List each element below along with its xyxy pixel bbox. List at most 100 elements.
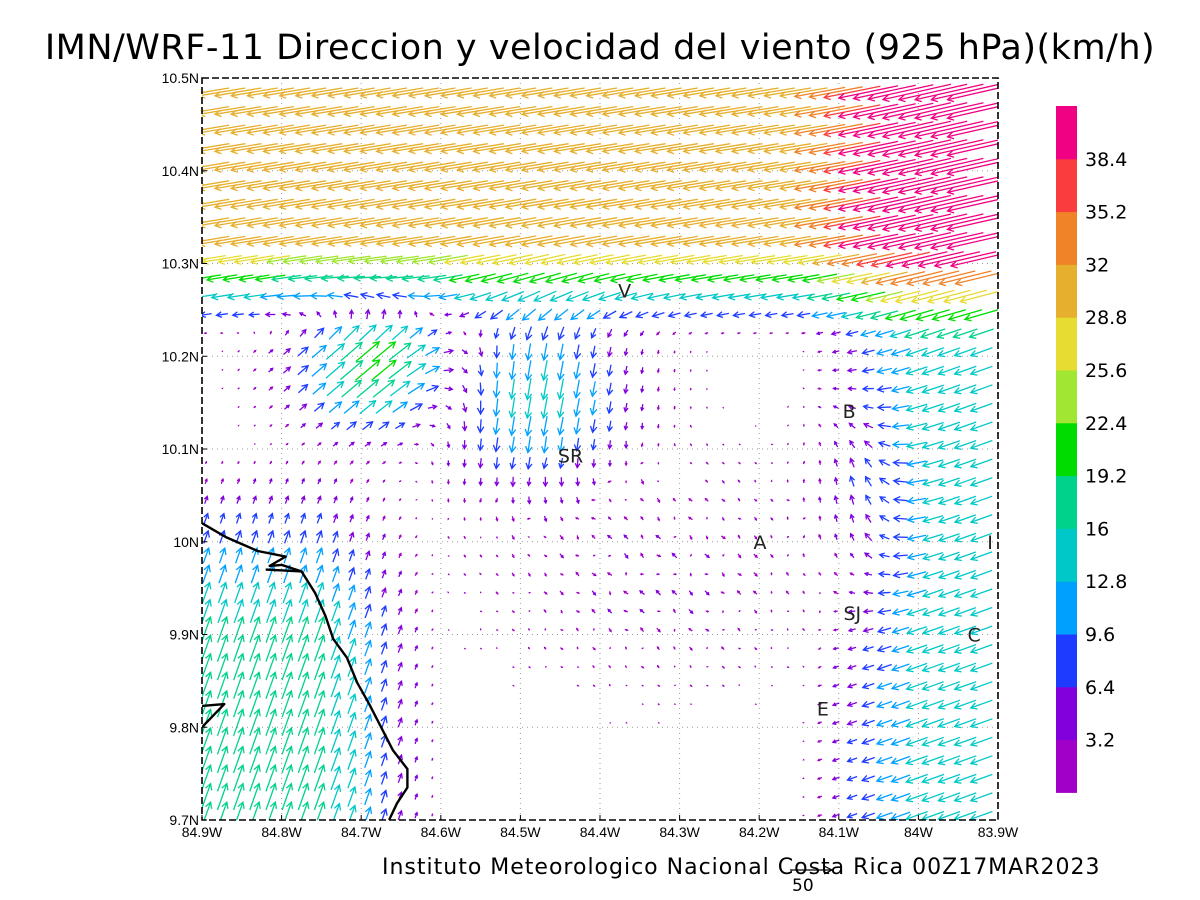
wind-arrowhead (380, 789, 388, 798)
wind-arrow (906, 625, 928, 634)
wind-arrowhead (553, 109, 562, 118)
wind-arrow (298, 599, 308, 623)
wind-arrowhead (831, 776, 837, 781)
wind-arrowhead (816, 702, 821, 706)
coastline-segment (300, 570, 409, 820)
wind-arrow (780, 105, 828, 116)
wind-arrowhead (890, 664, 900, 672)
wind-arrowhead (253, 652, 261, 661)
wind-arrowhead (342, 202, 352, 210)
wind-arrow (602, 235, 650, 246)
wind-arrowhead (657, 629, 661, 633)
wind-arrow (249, 616, 260, 643)
wind-arrowhead (891, 627, 900, 635)
wind-arrowhead (577, 276, 586, 284)
wind-arrowhead (507, 258, 516, 266)
place-label: SR (558, 445, 583, 467)
wind-arrowhead (318, 671, 326, 680)
wind-arrowhead (633, 239, 642, 248)
wind-arrowhead (834, 533, 838, 538)
wind-arrow (492, 253, 534, 264)
wind-arrow (938, 625, 960, 635)
wind-arrow (232, 690, 244, 718)
wind-arrowhead (282, 257, 291, 265)
wind-arrow (313, 709, 325, 736)
wind-arrowhead (921, 720, 930, 729)
wind-arrowhead (381, 308, 387, 315)
wind-arrowhead (866, 112, 876, 121)
wind-arrow (827, 253, 878, 265)
wind-arrowhead (560, 536, 564, 540)
wind-arrowhead (316, 311, 321, 316)
wind-arrowhead (431, 609, 434, 612)
wind-arrowhead (849, 572, 853, 576)
wind-arrowhead (416, 274, 425, 283)
wind-arrowhead (375, 90, 384, 99)
wind-arrow (392, 124, 440, 134)
wind-arrow (570, 124, 618, 134)
wind-arrowhead (375, 109, 384, 118)
wind-arrowhead (479, 572, 482, 575)
wind-arrowhead (403, 342, 412, 350)
wind-arrowhead (488, 202, 497, 211)
wind-arrow (838, 103, 899, 118)
wind-arrowhead (310, 90, 319, 99)
wind-arrowhead (400, 401, 409, 409)
wind-arrowhead (866, 223, 876, 232)
wind-arrow (360, 198, 408, 208)
wind-arrowhead (793, 147, 802, 155)
wind-arrowhead (302, 423, 307, 427)
wind-arrowhead (301, 615, 310, 625)
wind-arrow (250, 565, 259, 584)
wind-arrowhead (849, 552, 854, 557)
wind-arrowhead (204, 598, 212, 607)
wind-arrowhead (439, 109, 448, 118)
wind-arrow (847, 794, 858, 800)
wind-arrowhead (524, 411, 533, 420)
wind-arrowhead (364, 308, 371, 315)
wind-arrowhead (336, 380, 345, 389)
wind-arrowhead (560, 554, 564, 559)
wind-arrow (347, 694, 356, 715)
wind-arrow (554, 124, 602, 134)
wind-arrowhead (816, 776, 821, 780)
wind-arrow (268, 801, 276, 820)
wind-arrow (938, 365, 961, 375)
wind-arrowhead (504, 109, 513, 118)
wind-arrowhead (453, 293, 462, 301)
wind-arrowhead (640, 534, 644, 538)
wind-arrowhead (946, 243, 955, 251)
wind-arrowhead (294, 220, 303, 229)
wind-arrowhead (721, 573, 725, 578)
wind-arrowhead (349, 421, 358, 428)
wind-arrowhead (472, 221, 481, 229)
wind-arrow (202, 547, 210, 564)
wind-arrowhead (949, 261, 958, 269)
wind-arrowhead (738, 517, 742, 520)
wind-arrow (376, 180, 424, 190)
wind-arrowhead (269, 330, 272, 334)
wind-arrowhead (294, 202, 303, 210)
wind-arrowhead (301, 328, 307, 335)
wind-arrowhead (333, 421, 341, 428)
wind-arrowhead (847, 404, 853, 410)
wind-arrow (954, 810, 977, 820)
wind-arrowhead (251, 529, 259, 538)
wind-arrow (916, 309, 950, 320)
wind-arrowhead (543, 535, 546, 538)
wind-arrow (915, 157, 984, 175)
wind-arrowhead (364, 603, 372, 612)
wind-arrowhead (878, 459, 886, 466)
wind-arrow (252, 801, 260, 820)
wind-arrowhead (520, 146, 529, 155)
wind-arrowhead (439, 202, 448, 211)
wind-arrowhead (493, 332, 500, 340)
wind-arrowhead (892, 533, 901, 541)
wind-arrowhead (690, 684, 693, 688)
wind-arrow (510, 378, 516, 399)
wind-arrowhead (617, 183, 626, 192)
wind-arrow (364, 788, 372, 806)
wind-arrow (235, 801, 244, 820)
wind-arrow (407, 383, 425, 395)
wind-arrow (295, 124, 343, 134)
